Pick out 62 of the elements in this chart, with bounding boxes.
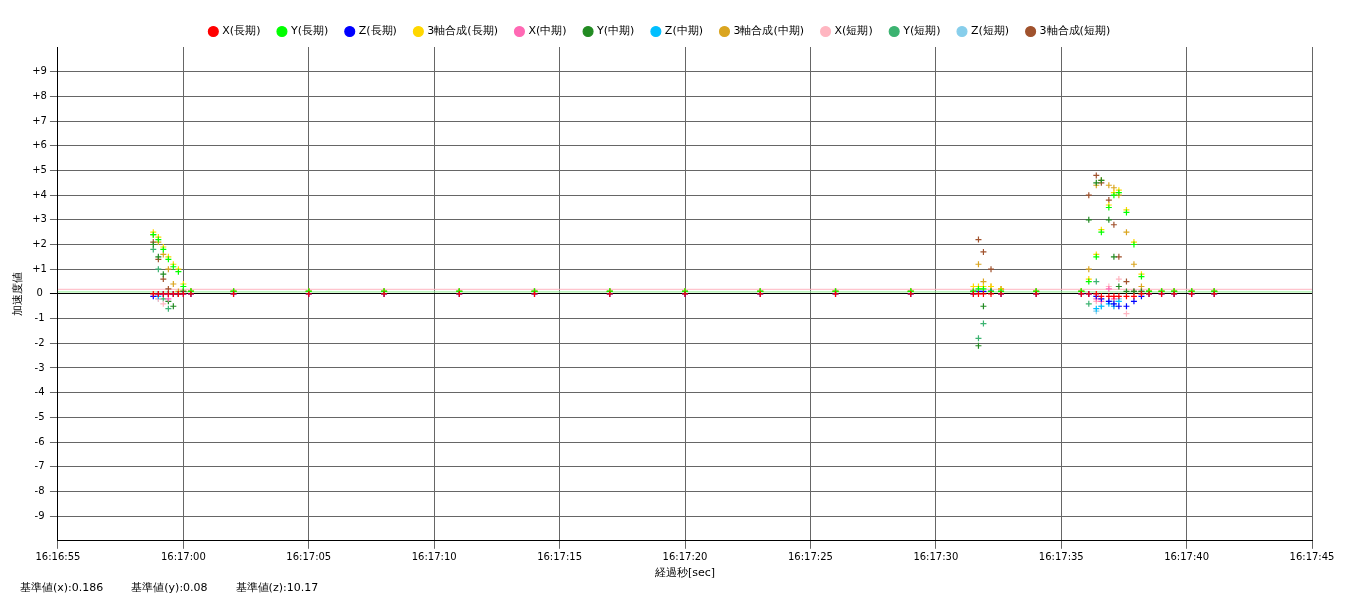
legend-label: X(長期) [222,24,261,38]
legend-label: 3軸合成(長期) [427,24,498,38]
x-tick-label: 16:17:40 [1164,551,1210,563]
y-tick-label: -3 [34,361,45,373]
point [1115,253,1123,261]
y-tick-label: -5 [34,410,45,422]
x-tick-label: 16:17:25 [787,551,833,563]
legend-label: Y(短期) [902,24,941,38]
point [1130,297,1138,305]
point [169,280,177,288]
legend-label: Z(短期) [970,24,1010,38]
text: 基準値(y):0.08 [131,580,208,595]
point [1105,196,1113,204]
x-tick-label: 16:17:05 [286,551,332,563]
y-tick-label: 0 [36,287,43,299]
y-tick-label: +3 [32,213,47,225]
point [1115,275,1123,283]
x-axis-title: 経過秒[sec] [653,566,716,580]
point [1130,260,1138,268]
y-tick-label: +7 [32,114,47,126]
legend-label: Y(長期) [289,24,329,38]
x-tick-label: 16:17:15 [537,551,583,563]
point [159,275,167,283]
text: 基準値(x):0.186 [20,580,104,595]
legend-label: 3軸合成(中期) [733,24,805,38]
legend-label: 3軸合成(短期) [1039,24,1111,38]
legend-label: Y(中期) [596,24,635,38]
x-tick-label: 16:17:00 [160,551,206,563]
x-tick-label: 16:17:30 [913,551,959,563]
y-tick-label: +4 [32,188,47,200]
x-tick-label: 16:17:45 [1289,551,1335,563]
y-tick-label: +9 [32,65,47,77]
point [979,248,988,256]
legend-label: Z(中期) [664,24,703,38]
x-tick-label: 16:16:55 [35,551,81,563]
point [1085,191,1093,199]
point [1115,282,1123,291]
x-tick-label: 16:17:10 [411,551,457,563]
y-tick-label: -8 [34,485,45,497]
y-tick-label: -7 [34,460,45,472]
x-tick-label: 16:17:35 [1038,551,1084,563]
y-tick-label: -1 [34,312,45,324]
point [159,270,167,278]
text: 基準値(z):10.17 [235,580,319,595]
y-axis-title: 加速度値 [11,271,25,316]
y-tick-label: -9 [34,509,45,521]
x-tick-label: 16:17:20 [662,551,708,563]
y-tick-label: -4 [34,386,45,398]
y-tick-label: +2 [32,238,47,250]
y-tick-label: +5 [32,164,47,176]
point [1110,253,1118,261]
y-tick-label: +6 [32,139,47,151]
legend-label: X(中期) [528,24,567,38]
legend-label: Z(長期) [358,24,397,38]
y-tick-label: -2 [34,336,45,348]
legend-label: X(短期) [834,24,873,38]
y-tick-label: +1 [32,262,47,274]
y-tick-label: -6 [34,435,45,447]
point [987,265,995,273]
point [1130,292,1138,300]
point [1110,221,1118,229]
y-tick-label: +8 [32,89,47,101]
